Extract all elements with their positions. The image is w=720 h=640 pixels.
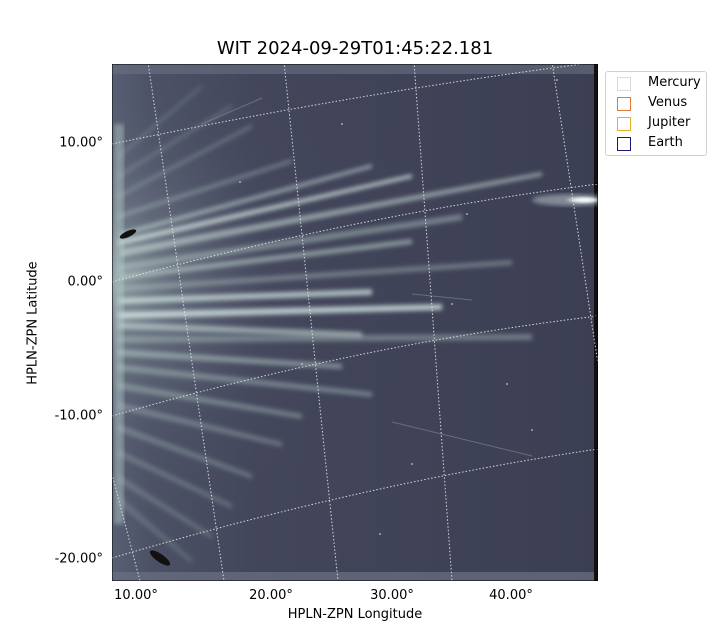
legend-item-jupiter: Jupiter (606, 114, 706, 134)
legend-label: Earth (648, 135, 683, 150)
inner-rim (114, 124, 124, 524)
streamers (118, 84, 542, 564)
legend-swatch (617, 117, 631, 131)
dark-artifact-lower (149, 550, 171, 566)
y-tick-label: 0.00° (67, 274, 103, 290)
faint-trails (201, 97, 533, 457)
bottom-edge-band (112, 572, 598, 581)
star-specks (239, 79, 558, 535)
y-tick-label: 10.00° (59, 135, 103, 151)
legend-label: Jupiter (648, 115, 691, 130)
top-edge-band (112, 64, 598, 74)
legend-label: Mercury (648, 75, 701, 90)
y-tick-label: -10.00° (54, 408, 103, 424)
dark-artifact-upper (119, 229, 137, 239)
plot-title: WIT 2024-09-29T01:45:22.181 (216, 38, 494, 59)
y-axis-label: HPLN-ZPN Latitude (25, 261, 41, 385)
x-tick-label: 10.00° (114, 588, 158, 603)
x-tick-label: 40.00° (489, 588, 533, 603)
legend-label: Venus (648, 95, 688, 110)
legend-swatch (617, 77, 631, 91)
legend-swatch (617, 137, 631, 151)
legend-item-venus: Venus (606, 94, 706, 114)
coordinate-grid (112, 64, 598, 581)
y-tick-label: -20.00° (54, 551, 103, 567)
right-ticks (593, 182, 598, 450)
x-tick-label: 20.00° (249, 588, 293, 603)
legend-item-earth: Earth (606, 134, 706, 154)
legend-item-mercury: Mercury (606, 74, 706, 94)
legend: Mercury Venus Jupiter Earth (605, 71, 707, 156)
x-tick-label: 30.00° (370, 588, 414, 603)
solar-image-plot (112, 64, 598, 581)
x-axis-label: HPLN-ZPN Longitude (287, 607, 423, 622)
bright-object (532, 194, 598, 206)
right-edge (594, 64, 598, 581)
legend-swatch (617, 97, 631, 111)
corona-glow (112, 64, 598, 581)
